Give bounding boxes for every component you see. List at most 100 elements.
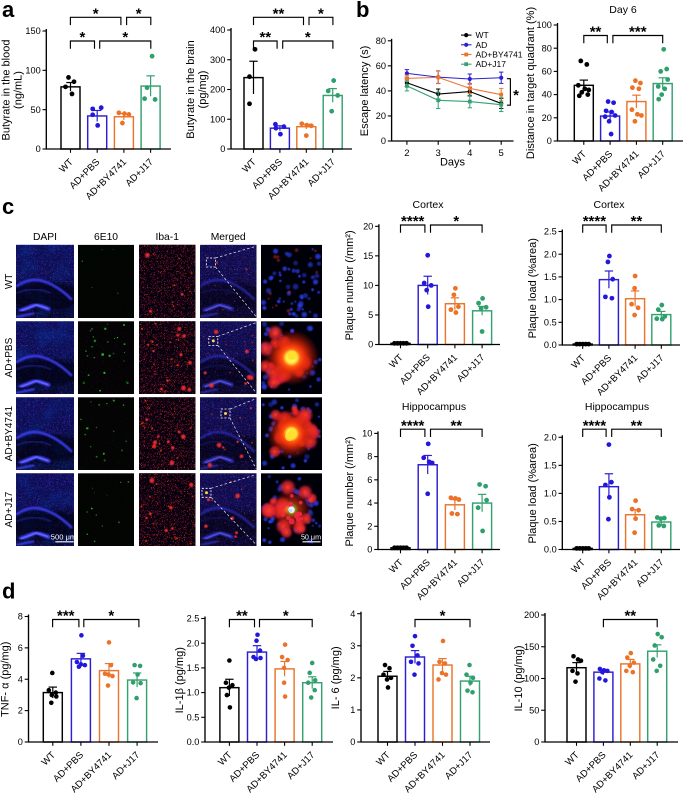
svg-text:****: **** [583, 213, 607, 230]
svg-text:2.0: 2.0 [544, 432, 557, 442]
svg-text:1.5: 1.5 [187, 663, 200, 673]
svg-text:4: 4 [18, 674, 23, 684]
svg-text:400: 400 [210, 25, 225, 35]
svg-text:0: 0 [18, 737, 23, 747]
svg-text:Cortex: Cortex [594, 199, 626, 211]
svg-text:50 μm: 50 μm [301, 533, 321, 542]
svg-text:40: 40 [542, 90, 552, 100]
svg-text:IL- 6 (pg/mg): IL- 6 (pg/mg) [330, 646, 342, 709]
svg-text:a: a [2, 0, 15, 22]
svg-text:0: 0 [350, 737, 355, 747]
svg-text:1.0: 1.0 [187, 688, 200, 698]
svg-text:300: 300 [210, 55, 225, 65]
svg-text:0.5: 0.5 [187, 712, 200, 722]
svg-text:TNF- α (pg/mg): TNF- α (pg/mg) [0, 642, 12, 717]
svg-text:Butyrate in the blood: Butyrate in the blood [1, 40, 13, 141]
svg-text:0: 0 [381, 136, 386, 146]
svg-text:4: 4 [367, 498, 372, 508]
svg-text:AD+J17: AD+J17 [476, 59, 507, 69]
svg-text:Day 6: Day 6 [609, 4, 637, 16]
svg-text:80: 80 [542, 43, 552, 53]
svg-text:**: ** [236, 608, 248, 625]
svg-text:Merged: Merged [211, 232, 246, 243]
svg-text:6: 6 [18, 643, 23, 653]
svg-text:*: * [108, 608, 114, 625]
svg-text:100: 100 [210, 114, 225, 124]
svg-text:WT: WT [476, 30, 489, 40]
svg-text:****: **** [401, 417, 425, 434]
svg-text:AD+BY4741: AD+BY4741 [4, 406, 15, 462]
svg-text:20: 20 [376, 111, 386, 121]
svg-text:*: * [80, 29, 86, 46]
svg-text:AD+J17: AD+J17 [4, 491, 15, 527]
svg-text:****: **** [583, 417, 607, 434]
svg-text:**: ** [259, 29, 271, 46]
svg-text:**: ** [273, 6, 285, 23]
svg-text:***: *** [57, 608, 75, 625]
svg-text:**: ** [450, 417, 462, 434]
svg-text:2: 2 [404, 148, 409, 159]
svg-text:100: 100 [537, 20, 552, 30]
svg-text:40: 40 [376, 86, 386, 96]
svg-text:**: ** [590, 24, 602, 41]
svg-text:Plaque load (%area): Plaque load (%area) [527, 443, 539, 543]
svg-text:0: 0 [534, 737, 539, 747]
svg-text:3: 3 [350, 641, 355, 651]
svg-text:AD+BY4741: AD+BY4741 [476, 50, 523, 60]
svg-text:0.5: 0.5 [544, 517, 557, 527]
svg-text:60: 60 [376, 61, 386, 71]
svg-text:WT: WT [4, 274, 15, 290]
svg-text:Plaque load (%area): Plaque load (%area) [527, 238, 539, 338]
svg-text:8: 8 [367, 452, 372, 462]
svg-text:200: 200 [210, 85, 225, 95]
svg-text:AD+PBS: AD+PBS [4, 337, 15, 377]
svg-text:**: ** [631, 213, 643, 230]
svg-text:200: 200 [524, 610, 539, 620]
svg-text:1.0: 1.0 [544, 295, 557, 305]
svg-text:*: * [318, 6, 324, 23]
svg-text:150: 150 [25, 26, 40, 36]
svg-text:*: * [136, 6, 142, 23]
svg-text:AD: AD [476, 40, 488, 50]
svg-text:IL-1β (pg/mg): IL-1β (pg/mg) [174, 647, 186, 713]
svg-text:(ng/mL): (ng/mL) [13, 71, 25, 109]
svg-text:Hippocampus: Hippocampus [585, 401, 649, 413]
svg-text:Escape latency (s): Escape latency (s) [359, 46, 371, 136]
svg-text:80: 80 [376, 36, 386, 46]
svg-text:(pg/mg): (pg/mg) [197, 71, 209, 109]
svg-text:6E10: 6E10 [94, 232, 118, 243]
svg-text:Butyrate in the brain: Butyrate in the brain [185, 40, 197, 138]
svg-text:**: ** [624, 608, 636, 625]
svg-text:*: * [440, 608, 446, 625]
svg-text:0: 0 [547, 136, 552, 146]
svg-text:1: 1 [350, 705, 355, 715]
svg-text:1.5: 1.5 [544, 460, 557, 470]
svg-text:4: 4 [350, 609, 355, 619]
svg-text:IL-10 (pg/mg): IL-10 (pg/mg) [513, 645, 525, 711]
svg-text:DAPI: DAPI [33, 232, 57, 243]
svg-text:0.0: 0.0 [544, 545, 557, 555]
svg-text:*: * [93, 6, 99, 23]
svg-text:0: 0 [36, 144, 41, 154]
svg-text:8: 8 [18, 612, 23, 622]
svg-text:60: 60 [542, 67, 552, 77]
svg-text:*: * [283, 608, 289, 625]
svg-text:20: 20 [542, 113, 552, 123]
svg-text:c: c [2, 194, 14, 219]
svg-text:10: 10 [363, 281, 373, 291]
svg-text:Distance in target quadrant (%: Distance in target quadrant (%) [525, 7, 537, 159]
svg-text:Iba-1: Iba-1 [155, 232, 179, 243]
svg-text:100: 100 [524, 674, 539, 684]
svg-text:50: 50 [529, 705, 539, 715]
svg-text:**: ** [631, 417, 643, 434]
svg-text:4: 4 [467, 148, 472, 159]
svg-text:20: 20 [363, 221, 373, 231]
svg-text:3: 3 [436, 148, 441, 159]
svg-text:10: 10 [362, 429, 372, 439]
svg-text:0: 0 [368, 340, 373, 350]
svg-text:5: 5 [368, 310, 373, 320]
svg-text:b: b [356, 0, 369, 22]
svg-text:15: 15 [363, 251, 373, 261]
svg-text:50: 50 [30, 105, 40, 115]
svg-text:d: d [2, 579, 15, 604]
